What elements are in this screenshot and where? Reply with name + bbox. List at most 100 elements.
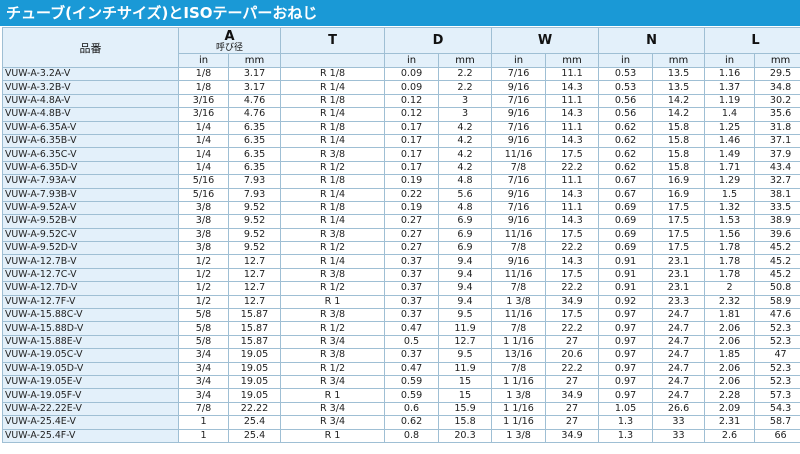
cell-w-mm: 14.3 <box>545 133 600 149</box>
cell-n-in: 0.69 <box>598 227 654 243</box>
unit-in-header: in <box>491 53 547 68</box>
cell-part-no: VUW-A-15.88C-V <box>2 308 179 323</box>
cell-l-mm: 45.2 <box>754 267 800 283</box>
cell-n-mm: 15.8 <box>652 147 706 162</box>
cell-d-mm: 15.8 <box>438 415 493 430</box>
cell-a-mm: 15.87 <box>227 334 282 350</box>
table-row: VUW-A-6.35C-V 1/4 6.35 R 3/8 0.17 4.2 11/16 17.… <box>2 147 800 162</box>
cell-l-in: 1.25 <box>704 120 756 135</box>
cell-d-mm: 4.2 <box>438 160 493 176</box>
cell-d-in: 0.27 <box>384 227 440 243</box>
cell-n-mm: 23.1 <box>652 267 706 283</box>
cell-w-in: 7/16 <box>491 200 547 216</box>
table-body: VUW-A-3.2A-V 1/8 3.17 R 1/8 0.09 2.2 7/16 11.1 0… <box>2 66 800 443</box>
table-row: VUW-A-6.35D-V 1/4 6.35 R 1/2 0.17 4.2 7/8 22.2 0… <box>2 160 800 176</box>
header-row-groups: 品番 A 呼び径 T D W N L <box>2 27 800 68</box>
cell-n-in: 0.67 <box>598 187 654 202</box>
cell-a-in: 3/8 <box>178 227 229 243</box>
cell-part-no: VUW-A-19.05E-V <box>2 374 179 390</box>
cell-w-in: 9/16 <box>491 80 547 95</box>
cell-a-mm: 4.76 <box>227 93 282 109</box>
cell-l-in: 1.81 <box>704 308 756 323</box>
cell-a-mm: 12.7 <box>227 281 282 296</box>
unit-in-header: in <box>178 53 229 68</box>
cell-d-mm: 4.2 <box>438 133 493 149</box>
cell-a-mm: 9.52 <box>227 227 282 243</box>
cell-d-in: 0.37 <box>384 294 440 310</box>
cell-n-mm: 13.5 <box>652 80 706 95</box>
cell-d-in: 0.19 <box>384 174 440 189</box>
cell-part-no: VUW-A-19.05F-V <box>2 388 179 403</box>
cell-w-in: 11/16 <box>491 227 547 243</box>
cell-n-mm: 17.5 <box>652 200 706 216</box>
cell-w-in: 7/16 <box>491 174 547 189</box>
table-row: VUW-A-7.93B-V 5/16 7.93 R 1/4 0.22 5.6 9/16 14.… <box>2 187 800 202</box>
cell-a-mm: 3.17 <box>227 66 282 82</box>
cell-n-in: 0.69 <box>598 200 654 216</box>
cell-l-mm: 32.7 <box>754 174 800 189</box>
cell-l-mm: 47.6 <box>754 308 800 323</box>
table-row: VUW-A-7.93A-V 5/16 7.93 R 1/8 0.19 4.8 7/16 11.… <box>2 174 800 189</box>
cell-t-thread: R 1/8 <box>280 93 386 109</box>
cell-n-in: 0.97 <box>598 374 654 390</box>
cell-l-mm: 45.2 <box>754 254 800 269</box>
cell-d-in: 0.17 <box>384 160 440 176</box>
cell-w-in: 7/16 <box>491 120 547 135</box>
cell-l-mm: 34.8 <box>754 80 800 95</box>
cell-l-mm: 37.9 <box>754 147 800 162</box>
cell-part-no: VUW-A-4.8B-V <box>2 107 179 122</box>
cell-part-no: VUW-A-9.52C-V <box>2 227 179 243</box>
cell-t-thread: R 1/4 <box>280 133 386 149</box>
cell-n-mm: 16.9 <box>652 187 706 202</box>
cell-t-thread: R 1/2 <box>280 281 386 296</box>
cell-t-thread: R 1/8 <box>280 120 386 135</box>
cell-t-thread: R 1/4 <box>280 214 386 229</box>
cell-l-in: 1.16 <box>704 66 756 82</box>
cell-w-mm: 17.5 <box>545 267 600 283</box>
table-row: VUW-A-12.7C-V 1/2 12.7 R 3/8 0.37 9.4 11/16 17.… <box>2 267 800 283</box>
cell-d-in: 0.47 <box>384 321 440 336</box>
cell-w-mm: 22.2 <box>545 241 600 256</box>
cell-t-thread: R 3/8 <box>280 147 386 162</box>
cell-d-in: 0.09 <box>384 66 440 82</box>
cell-l-mm: 43.4 <box>754 160 800 176</box>
cell-n-in: 0.56 <box>598 107 654 122</box>
cell-d-mm: 2.2 <box>438 66 493 82</box>
header-group-a: A 呼び径 <box>177 27 282 54</box>
cell-t-thread: R 1/2 <box>280 160 386 176</box>
cell-w-in: 9/16 <box>491 187 547 202</box>
cell-d-in: 0.37 <box>384 281 440 296</box>
cell-w-in: 1 3/8 <box>491 428 547 443</box>
table-row: VUW-A-19.05F-V 3/4 19.05 R 1 0.59 15 1 3/8 34.9… <box>2 388 800 403</box>
table-row: VUW-A-19.05D-V 3/4 19.05 R 1/2 0.47 11.9 7/8 22… <box>2 361 800 376</box>
cell-part-no: VUW-A-12.7D-V <box>2 281 179 296</box>
cell-w-mm: 17.5 <box>545 147 600 162</box>
cell-w-mm: 27 <box>545 374 600 390</box>
cell-l-in: 1.37 <box>704 80 756 95</box>
cell-part-no: VUW-A-19.05D-V <box>2 361 179 376</box>
cell-a-in: 1/4 <box>178 133 229 149</box>
cell-n-mm: 24.7 <box>652 348 706 363</box>
cell-part-no: VUW-A-3.2B-V <box>2 80 179 95</box>
cell-n-in: 0.97 <box>598 388 654 403</box>
cell-l-mm: 29.5 <box>754 66 800 82</box>
cell-n-in: 0.69 <box>598 214 654 229</box>
cell-l-in: 1.78 <box>704 267 756 283</box>
cell-l-mm: 52.3 <box>754 374 800 390</box>
cell-l-mm: 35.6 <box>754 107 800 122</box>
cell-w-mm: 17.5 <box>545 227 600 243</box>
header-group-w: W <box>491 27 600 54</box>
cell-l-in: 2.09 <box>704 401 756 417</box>
cell-l-in: 1.29 <box>704 174 756 189</box>
cell-n-in: 0.91 <box>598 267 654 283</box>
cell-d-mm: 4.8 <box>438 174 493 189</box>
cell-n-mm: 23.3 <box>652 294 706 310</box>
cell-d-mm: 4.2 <box>438 120 493 135</box>
cell-n-in: 0.97 <box>598 361 654 376</box>
cell-d-in: 0.47 <box>384 361 440 376</box>
cell-l-mm: 30.2 <box>754 93 800 109</box>
cell-n-mm: 23.1 <box>652 254 706 269</box>
cell-part-no: VUW-A-3.2A-V <box>2 66 179 82</box>
cell-n-mm: 16.9 <box>652 174 706 189</box>
cell-part-no: VUW-A-19.05C-V <box>2 348 179 363</box>
